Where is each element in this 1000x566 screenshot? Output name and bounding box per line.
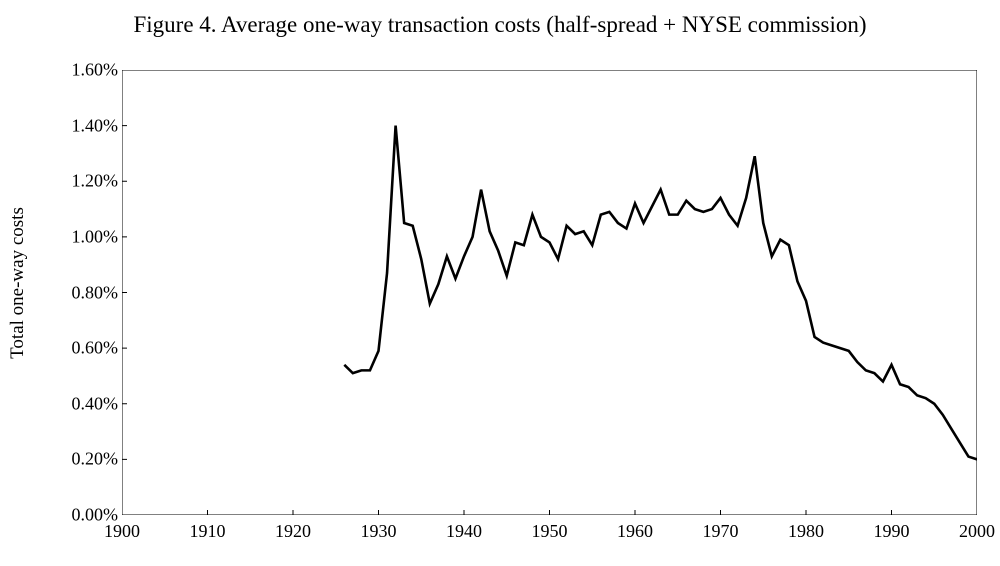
y-tick-label: 0.40%: [72, 393, 119, 414]
y-tick-label: 1.60%: [72, 60, 119, 81]
x-tick-label: 1990: [874, 521, 910, 542]
x-tick-label: 1960: [617, 521, 653, 542]
x-tick-label: 1920: [275, 521, 311, 542]
y-axis-label-container: Total one-way costs: [8, 0, 28, 566]
x-tick-label: 1940: [446, 521, 482, 542]
figure-title: Figure 4. Average one-way transaction co…: [0, 12, 1000, 38]
y-tick-label: 0.20%: [72, 449, 119, 470]
y-tick-label: 0.00%: [72, 505, 119, 526]
y-tick-label: 0.60%: [72, 338, 119, 359]
y-tick-label: 1.20%: [72, 171, 119, 192]
y-axis-label: Total one-way costs: [7, 207, 29, 359]
line-chart-svg: [122, 70, 977, 515]
x-tick-label: 1950: [532, 521, 568, 542]
y-tick-label: 0.80%: [72, 282, 119, 303]
plot-area: 1900191019201930194019501960197019801990…: [122, 70, 977, 515]
chart-container: 1900191019201930194019501960197019801990…: [52, 70, 982, 550]
x-tick-label: 1980: [788, 521, 824, 542]
x-tick-label: 1910: [190, 521, 226, 542]
y-tick-label: 1.40%: [72, 115, 119, 136]
x-tick-label: 2000: [959, 521, 995, 542]
x-tick-label: 1970: [703, 521, 739, 542]
y-tick-label: 1.00%: [72, 226, 119, 247]
x-tick-label: 1930: [361, 521, 397, 542]
data-series-line: [344, 126, 977, 460]
